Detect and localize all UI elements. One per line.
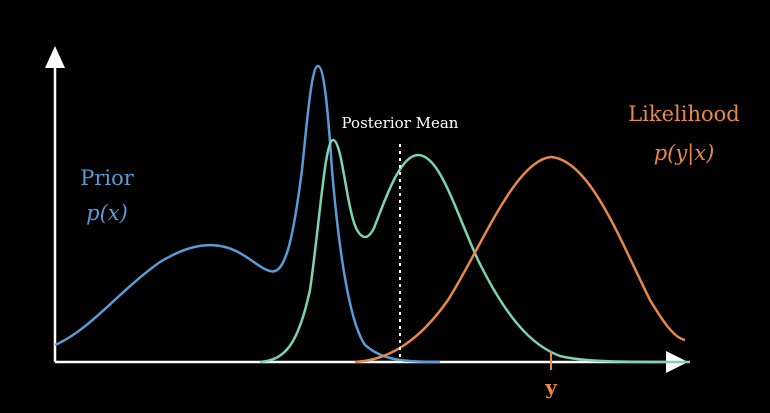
likelihood-symbol: p(y|x) — [654, 141, 715, 166]
prior-title: Prior — [80, 166, 135, 190]
likelihood-curve — [354, 155, 686, 364]
likelihood-title: Likelihood — [628, 102, 740, 126]
posterior-curve — [259, 138, 691, 364]
prior-symbol: p(x) — [86, 201, 128, 225]
posterior-mean-label: Posterior Mean — [342, 114, 459, 132]
prior-curve — [54, 64, 441, 364]
arrow-up-icon — [45, 46, 65, 68]
y-label: y — [544, 375, 558, 399]
